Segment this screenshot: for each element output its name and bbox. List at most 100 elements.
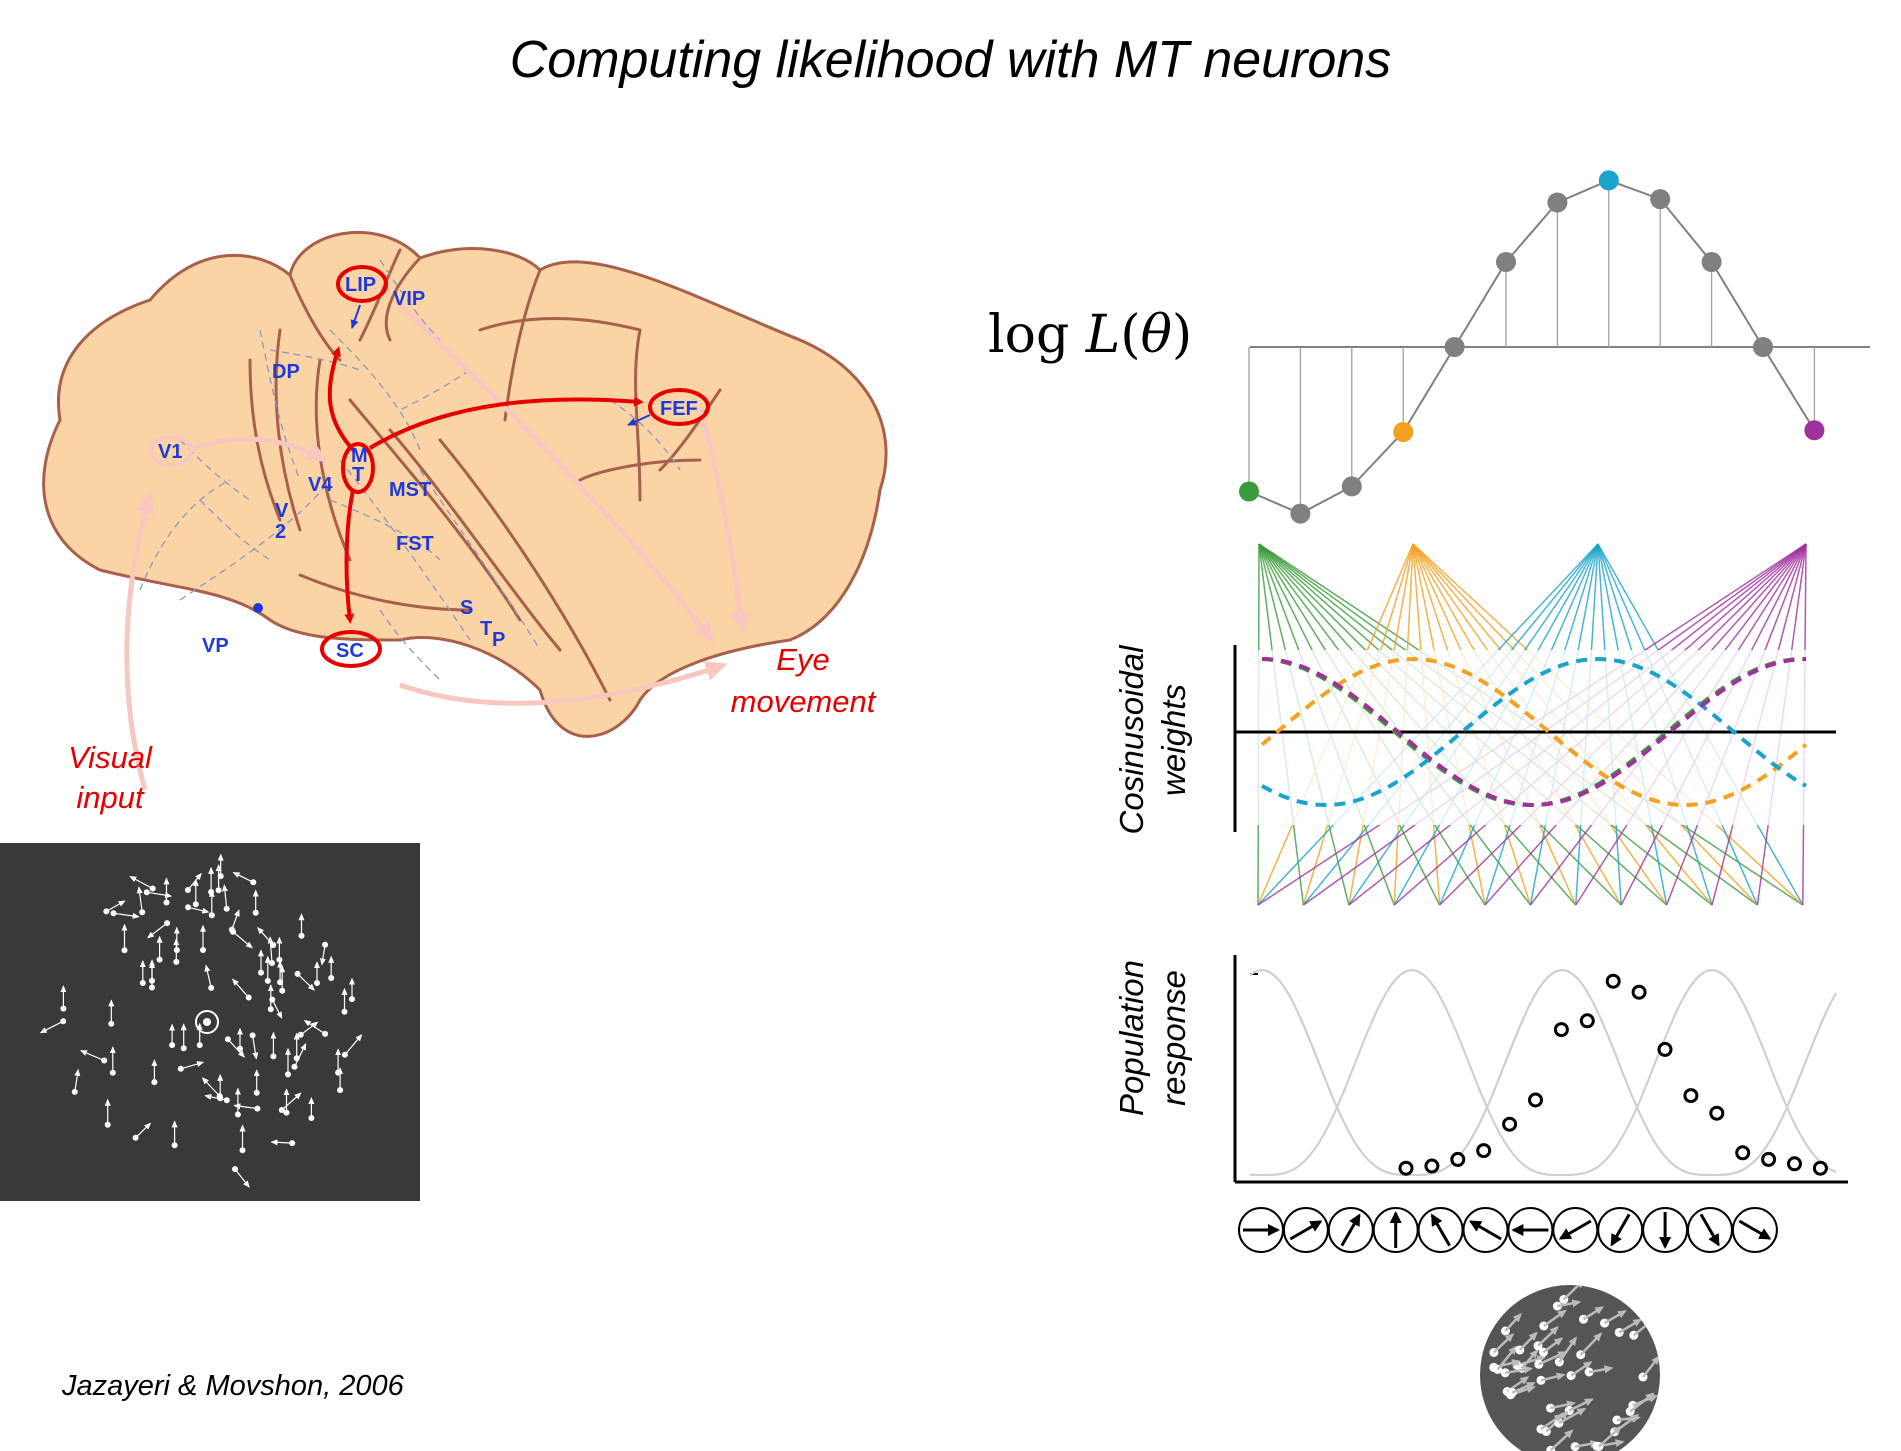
response-point [1476,1143,1492,1159]
patch-dot-arrow [1579,1332,1603,1356]
response-point [1579,1013,1595,1029]
patch-background [1480,1285,1660,1451]
label-fst: FST [396,533,434,555]
stimulus-dot-arrow [135,1122,152,1139]
eye-movement-line2: movement [731,684,877,719]
response-point [1502,1116,1518,1132]
patch-dot-arrow [1496,1345,1518,1371]
likelihood-stems [1239,170,1825,524]
tuning-curves [1249,968,1837,1176]
stimulus-dot-arrow [204,964,212,989]
tuning-curve [1249,968,1837,1176]
stimulus-dot-arrow [252,1035,259,1060]
patch-dot-arrow [1549,1429,1574,1451]
visual-input-line1: Visual [68,740,153,775]
stimulus-dot-arrow [344,1034,363,1056]
area-boundaries [139,259,681,681]
label-vp: VP [202,635,229,657]
stimulus-dot-arrow [39,1020,64,1034]
likelihood-point [1701,252,1722,272]
label-mt-top: M [351,445,368,467]
log-likelihood-label: log L(θ) [988,305,1192,365]
response-point [1450,1151,1466,1167]
patch-dot-arrow [1518,1331,1538,1351]
patch-dot-arrow [1537,1326,1559,1347]
stimulus-dot-arrow [232,931,253,949]
direction-arrow [1469,1220,1502,1241]
response-point [1787,1156,1802,1172]
response-point [1812,1160,1828,1176]
stimulus-dot-arrow [106,900,126,912]
stimulus-dot-arrow [227,1038,245,1058]
label-v2-bottom: 2 [275,521,286,543]
direction-arrow [1699,1213,1720,1247]
stimulus-dot-arrow [281,1092,302,1111]
red-pathways [327,346,644,624]
stimulus-dot [108,1020,115,1027]
tuning-curve [1249,968,1837,1176]
response-point [1683,1088,1699,1104]
stimulus-dot-arrow [136,886,143,913]
stimulus-dot-arrow [271,999,283,1019]
direction-arrow [1430,1213,1451,1247]
patch-dot-arrow [1511,1381,1536,1394]
stimulus-dot-arrow [129,876,153,890]
direction-arrow [1289,1220,1323,1241]
response-point [1631,984,1647,1000]
patch-dot-arrow [1588,1365,1614,1374]
label-stp-t: T [480,618,492,640]
eye-movement-line1: Eye [776,642,829,677]
label-lip: LIP [345,274,376,296]
stimulus-dot-arrow [232,872,254,883]
population-label-line2: response [1155,970,1192,1106]
likelihood-point [1239,481,1259,502]
mt-ellipse [341,442,375,494]
cosine-curve [1260,656,1808,808]
response-point [1761,1151,1777,1167]
motion-stimulus-patch [1480,1285,1660,1451]
stimulus-dot-arrow [267,936,274,964]
stimulus-dot-arrow [232,978,250,998]
likelihood-point [1341,476,1362,497]
direction-arrow [1610,1213,1631,1247]
stimulus-dot-arrow [113,912,140,919]
weights-label-line2: weights [1155,684,1192,796]
tuning-curve [1249,968,1837,1176]
label-stp-s: S [460,597,473,619]
slide-title: Computing likelihood with MT neurons [509,31,1392,89]
patch-dot-arrow [1520,1349,1539,1370]
patch-dot-arrow [1550,1400,1577,1410]
cosine-curve [1261,657,1807,808]
random-dot-stimulus [0,843,420,1201]
response-point [1657,1041,1673,1057]
patch-dot-arrow [1582,1306,1605,1321]
label-mst: MST [389,479,431,501]
stimulus-dot-arrow [79,1050,105,1062]
likelihood-point [1393,422,1414,442]
stimulus-dot-arrow [297,973,315,991]
area-ellipses [320,265,710,668]
direction-arrow [1340,1213,1361,1247]
cosine-curve [1261,656,1807,808]
response-point [1528,1092,1543,1108]
weights-label-line1: Cosinusoidal [1113,644,1150,835]
fef-ellipse [648,388,710,426]
stimulus-dots [39,853,363,1188]
stimulus-dot-arrow [201,1077,221,1097]
response-point [1605,973,1621,989]
response-point [1735,1145,1751,1161]
log-likelihood-plot: log L(θ) [988,170,1870,524]
stimulus-dot-arrow [233,1103,258,1110]
tuning-curve [1249,968,1837,1176]
likelihood-point [1598,170,1619,191]
vp-dot [253,603,263,613]
label-mt-bottom: T [352,464,364,486]
patch-dot-arrow [1603,1310,1627,1325]
stimulus-dot-arrow [187,906,210,914]
response-point [1424,1158,1440,1174]
sc-ellipse [320,630,382,668]
label-v2-top: V [275,500,289,522]
likelihood-point [1444,337,1465,357]
patch-dot-arrow [1557,1299,1582,1308]
